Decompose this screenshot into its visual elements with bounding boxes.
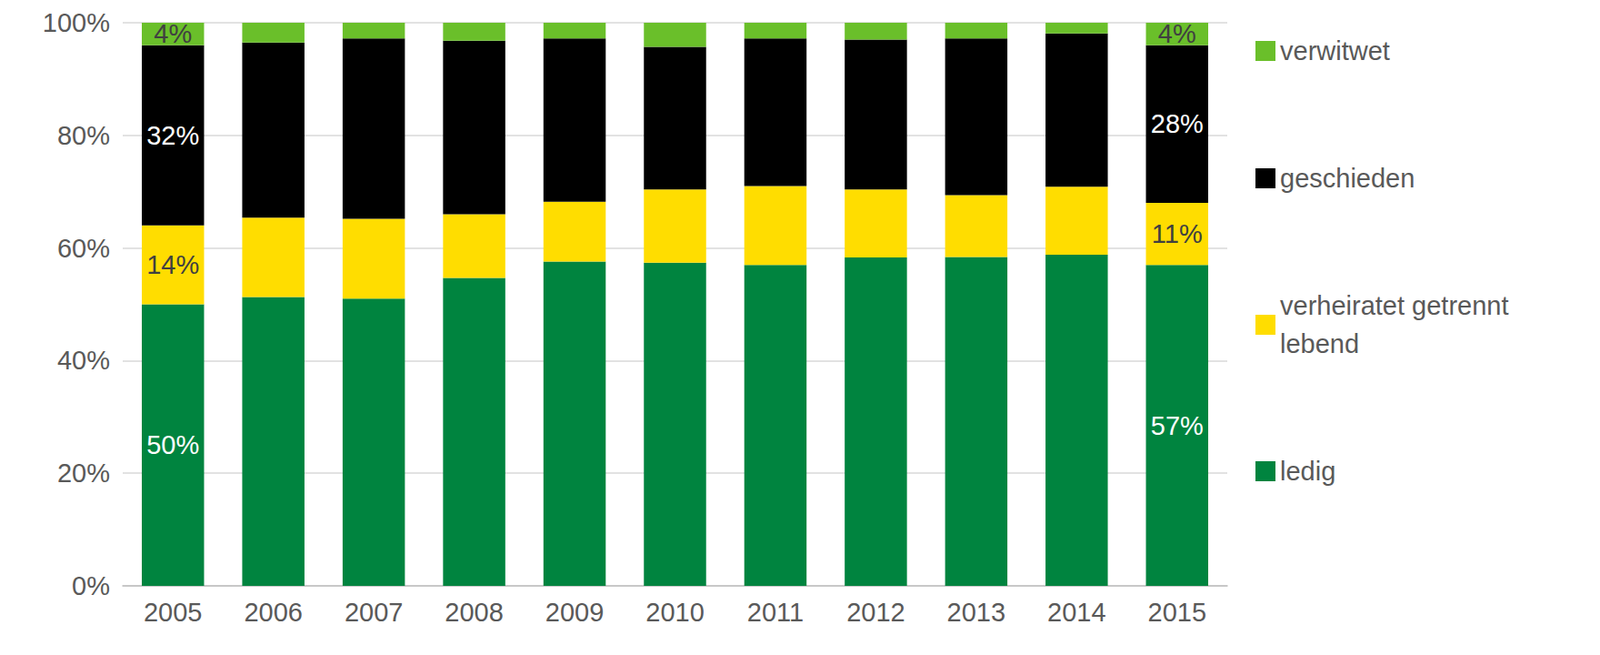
svg-text:2014: 2014	[1047, 597, 1107, 627]
svg-text:14%: 14%	[146, 250, 200, 280]
svg-text:2008: 2008	[444, 597, 504, 627]
svg-text:4%: 4%	[153, 19, 192, 49]
svg-text:geschieden: geschieden	[1280, 163, 1415, 193]
svg-text:80%: 80%	[57, 120, 110, 150]
svg-text:2010: 2010	[645, 597, 705, 627]
svg-text:4%: 4%	[1158, 19, 1197, 49]
svg-text:lebend: lebend	[1280, 329, 1360, 359]
svg-text:2005: 2005	[143, 597, 203, 627]
svg-text:11%: 11%	[1151, 219, 1203, 249]
svg-text:0%: 0%	[71, 570, 110, 600]
svg-text:2007: 2007	[344, 597, 404, 627]
svg-text:2012: 2012	[846, 597, 906, 627]
svg-text:40%: 40%	[57, 345, 110, 375]
svg-text:20%: 20%	[57, 458, 110, 488]
svg-text:50%: 50%	[146, 430, 200, 460]
svg-text:57%: 57%	[1150, 410, 1204, 440]
svg-text:verheiratet getrennt: verheiratet getrennt	[1280, 290, 1517, 320]
svg-text:32%: 32%	[146, 120, 200, 150]
svg-text:100%: 100%	[42, 8, 110, 38]
svg-text:2006: 2006	[243, 597, 303, 627]
svg-text:verwitwet: verwitwet	[1280, 36, 1390, 66]
svg-text:2015: 2015	[1148, 597, 1208, 627]
svg-text:ledig: ledig	[1280, 456, 1336, 486]
svg-text:28%: 28%	[1150, 109, 1204, 139]
svg-text:2013: 2013	[947, 597, 1007, 627]
svg-text:60%: 60%	[57, 233, 110, 263]
svg-text:2011: 2011	[747, 597, 804, 627]
svg-text:2009: 2009	[545, 597, 605, 627]
